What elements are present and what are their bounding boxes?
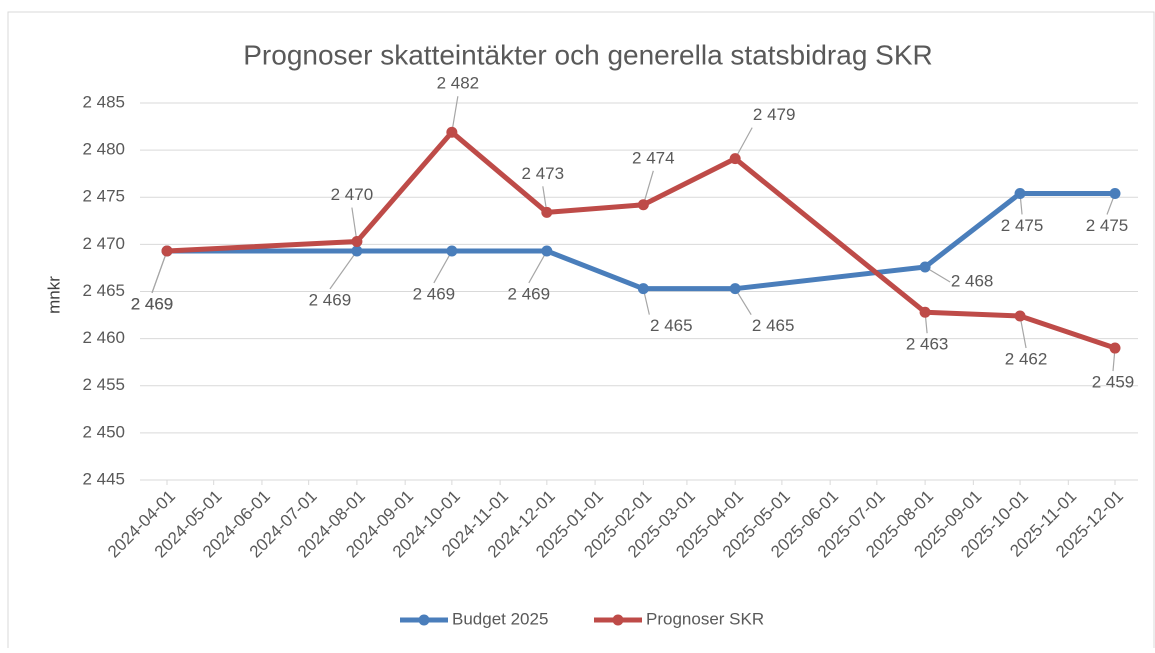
data-point <box>1014 187 1026 199</box>
chart-frame <box>7 11 1155 653</box>
legend-marker <box>612 614 624 626</box>
data-point <box>161 245 173 257</box>
data-label: 2 469 <box>508 284 551 303</box>
data-label: 2 469 <box>413 284 456 303</box>
data-point <box>541 206 553 218</box>
y-tick-label: 2 475 <box>82 187 125 206</box>
data-label: 2 469 <box>131 294 174 313</box>
leader-line <box>433 250 453 284</box>
leader-line <box>451 96 459 133</box>
data-point <box>919 261 931 273</box>
data-label: 2 469 <box>309 290 352 309</box>
data-label: 2 475 <box>1001 216 1044 235</box>
data-label: 2 468 <box>951 271 994 290</box>
y-tick-label: 2 485 <box>82 92 125 111</box>
data-label: 2 482 <box>437 74 480 93</box>
leader-line <box>528 250 548 284</box>
data-point <box>351 236 363 248</box>
y-tick-label: 2 455 <box>82 375 125 394</box>
legend-item: Prognoser SKR <box>594 609 764 628</box>
data-label: 2 463 <box>906 335 949 354</box>
data-label: 2 459 <box>1092 373 1135 392</box>
legend-marker <box>418 614 430 626</box>
y-axis-label: mnkr <box>44 276 63 314</box>
data-point <box>446 126 458 138</box>
data-label: 2 462 <box>1005 349 1048 368</box>
y-tick-label: 2 445 <box>82 469 125 488</box>
data-point <box>729 283 741 295</box>
data-label: 2 474 <box>632 148 675 167</box>
y-tick-label: 2 480 <box>82 140 125 159</box>
y-tick-label: 2 450 <box>82 422 125 441</box>
data-point <box>1109 187 1121 199</box>
data-label: 2 470 <box>331 185 374 204</box>
leader-line <box>642 170 654 205</box>
data-label: 2 465 <box>650 316 693 335</box>
chart-title: Prognoser skatteintäkter och generella s… <box>243 39 933 70</box>
data-point <box>351 245 363 257</box>
leader-line <box>329 250 358 290</box>
y-tick-label: 2 465 <box>82 281 125 300</box>
data-point <box>541 245 553 257</box>
leader-line <box>351 207 358 242</box>
data-label: 2 469 <box>131 294 174 313</box>
legend-item: Budget 2025 <box>400 609 548 628</box>
data-point <box>446 245 458 257</box>
y-tick-label: 2 470 <box>82 234 125 253</box>
data-point <box>637 199 649 211</box>
data-point <box>637 283 649 295</box>
data-point <box>919 306 931 318</box>
leader-line <box>151 250 168 294</box>
data-point <box>729 153 741 165</box>
leader-line <box>734 127 753 159</box>
data-point <box>1109 342 1121 354</box>
y-tick-label: 2 460 <box>82 328 125 347</box>
data-point <box>1014 310 1026 322</box>
data-label: 2 473 <box>522 164 565 183</box>
data-label: 2 465 <box>752 316 795 335</box>
data-label: 2 475 <box>1086 216 1129 235</box>
data-label: 2 479 <box>753 105 796 124</box>
legend-label: Budget 2025 <box>452 609 548 628</box>
legend-label: Prognoser SKR <box>646 609 764 628</box>
